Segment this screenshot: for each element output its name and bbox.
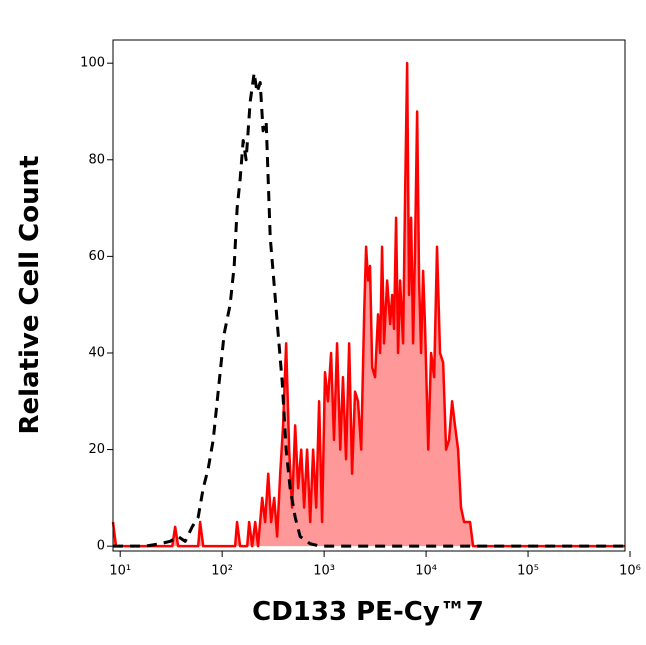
x-tick-label: 10³ bbox=[313, 564, 335, 579]
y-tick-label: 100 bbox=[80, 56, 105, 71]
x-axis-title: CD133 PE-Cy™7 bbox=[252, 597, 484, 627]
x-tick-label: 10⁶ bbox=[619, 564, 641, 579]
x-tick-label: 10⁴ bbox=[415, 564, 437, 579]
x-tick-label: 10⁵ bbox=[517, 564, 539, 579]
y-tick-label: 80 bbox=[88, 152, 105, 167]
y-tick-label: 60 bbox=[88, 249, 105, 264]
y-tick-label: 20 bbox=[88, 442, 105, 457]
x-tick-label: 10² bbox=[211, 564, 233, 579]
plot-frame bbox=[112, 39, 626, 552]
x-tick-label: 10¹ bbox=[109, 564, 131, 579]
histogram-area bbox=[113, 63, 625, 547]
y-tick-label: 0 bbox=[97, 539, 105, 554]
histogram-line bbox=[113, 71, 625, 548]
plot-area bbox=[111, 61, 625, 548]
y-axis-title: Relative Cell Count bbox=[15, 155, 45, 434]
histogram-line bbox=[111, 61, 625, 548]
y-tick-label: 40 bbox=[88, 345, 105, 360]
